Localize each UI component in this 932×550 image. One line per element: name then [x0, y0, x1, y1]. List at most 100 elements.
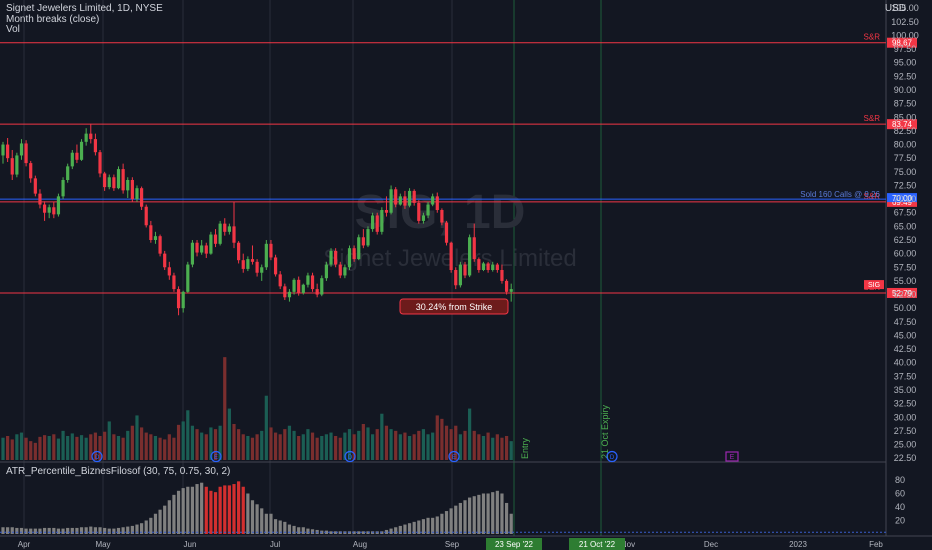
- volume-bar: [70, 433, 74, 460]
- volume-bar: [260, 430, 264, 460]
- strike-annotation-text: 30.24% from Strike: [416, 302, 493, 312]
- price-tick-label: 72.50: [894, 180, 917, 190]
- volume-bar: [232, 424, 236, 460]
- volume-bar: [440, 418, 444, 460]
- candle: [255, 259, 259, 277]
- volume-bar: [75, 436, 79, 460]
- volume-bar: [486, 432, 490, 460]
- atr-bar: [121, 527, 125, 534]
- atr-bar: [398, 525, 402, 534]
- volume-bar: [227, 408, 231, 460]
- volume-bar: [246, 436, 250, 460]
- atr-bar: [130, 525, 134, 534]
- candle: [292, 278, 296, 295]
- volume-bar: [29, 441, 33, 460]
- volume-bar: [481, 436, 486, 460]
- candle: [389, 185, 393, 215]
- volume-bar: [42, 435, 47, 460]
- candle: [232, 201, 236, 249]
- atr-bar: [33, 528, 37, 534]
- atr-bar: [135, 524, 139, 534]
- volume-bar: [310, 432, 315, 460]
- candle: [79, 139, 84, 161]
- volume-bar: [107, 421, 111, 460]
- candle: [158, 234, 162, 257]
- atr-bar: [126, 526, 130, 534]
- candle: [200, 240, 204, 255]
- atr-bar: [278, 520, 282, 534]
- volume-bar: [315, 437, 319, 460]
- atr-bar: [6, 527, 10, 534]
- volume-bar: [190, 425, 195, 460]
- atr-bar: [56, 528, 61, 534]
- candle: [47, 204, 51, 219]
- volume-bar: [186, 410, 190, 460]
- atr-bar: [70, 527, 74, 534]
- atr-bar: [167, 500, 171, 534]
- volume-bar: [116, 436, 121, 460]
- volume-bar: [264, 395, 268, 460]
- last-price-ticker: SIG: [868, 282, 880, 289]
- volume-bar: [500, 437, 504, 460]
- candle: [380, 207, 384, 235]
- atr-bar: [195, 484, 199, 534]
- volume-bar: [278, 434, 282, 460]
- atr-bar: [421, 519, 426, 534]
- atr-bar: [10, 527, 14, 534]
- candle: [190, 240, 195, 268]
- expiry-label: 21 Oct Expiry: [600, 404, 610, 459]
- volume-bar: [84, 437, 88, 460]
- sr-price-label: 98.67: [892, 39, 913, 48]
- volume-bar: [24, 437, 28, 460]
- candle: [218, 220, 222, 246]
- candle: [486, 261, 490, 273]
- volume-bar: [324, 434, 328, 460]
- volume-bar: [52, 434, 56, 460]
- volume-bar: [10, 439, 14, 460]
- candle: [19, 139, 24, 160]
- volume-bar: [195, 429, 199, 460]
- candle: [357, 234, 361, 261]
- volume-bar: [181, 421, 185, 460]
- candle: [458, 261, 462, 288]
- candle: [264, 240, 268, 270]
- atr-bar: [334, 531, 338, 534]
- atr-bar: [361, 531, 365, 534]
- volume-bar: [398, 434, 402, 460]
- candle: [398, 193, 402, 206]
- atr-bar: [458, 502, 462, 534]
- volume-bar: [435, 415, 439, 460]
- atr-bar: [213, 492, 218, 534]
- time-axis-highlight: 21 Oct '22: [569, 538, 625, 550]
- event-marker-letter: D: [610, 455, 615, 461]
- volume-bar: [329, 432, 333, 460]
- atr-bar: [61, 528, 65, 534]
- volume-bar: [153, 436, 158, 460]
- volume-bar: [509, 441, 513, 460]
- time-axis-label: May: [95, 540, 110, 549]
- atr-bar: [209, 490, 213, 534]
- volume-bar: [209, 427, 213, 460]
- candle: [297, 276, 301, 296]
- atr-bar: [190, 486, 195, 534]
- price-tick-label: 92.50: [894, 71, 917, 81]
- volume-bar: [403, 432, 407, 460]
- volume-bar: [79, 435, 84, 460]
- atr-bar: [246, 493, 250, 534]
- event-marker-letter: E: [452, 455, 456, 461]
- sr-price-label: 69.49: [892, 198, 913, 207]
- candle: [93, 133, 97, 156]
- candle: [421, 212, 426, 224]
- candle: [195, 240, 199, 257]
- volume-bar: [472, 430, 476, 460]
- volume-bar: [366, 427, 370, 460]
- volume-bar: [176, 424, 181, 460]
- atr-bar: [449, 508, 453, 534]
- price-tick-label: 37.50: [894, 371, 917, 381]
- atr-bar: [495, 490, 499, 534]
- volume-bar: [389, 429, 393, 460]
- volume-bar: [163, 439, 167, 460]
- candle: [223, 218, 227, 236]
- candle: [366, 226, 370, 248]
